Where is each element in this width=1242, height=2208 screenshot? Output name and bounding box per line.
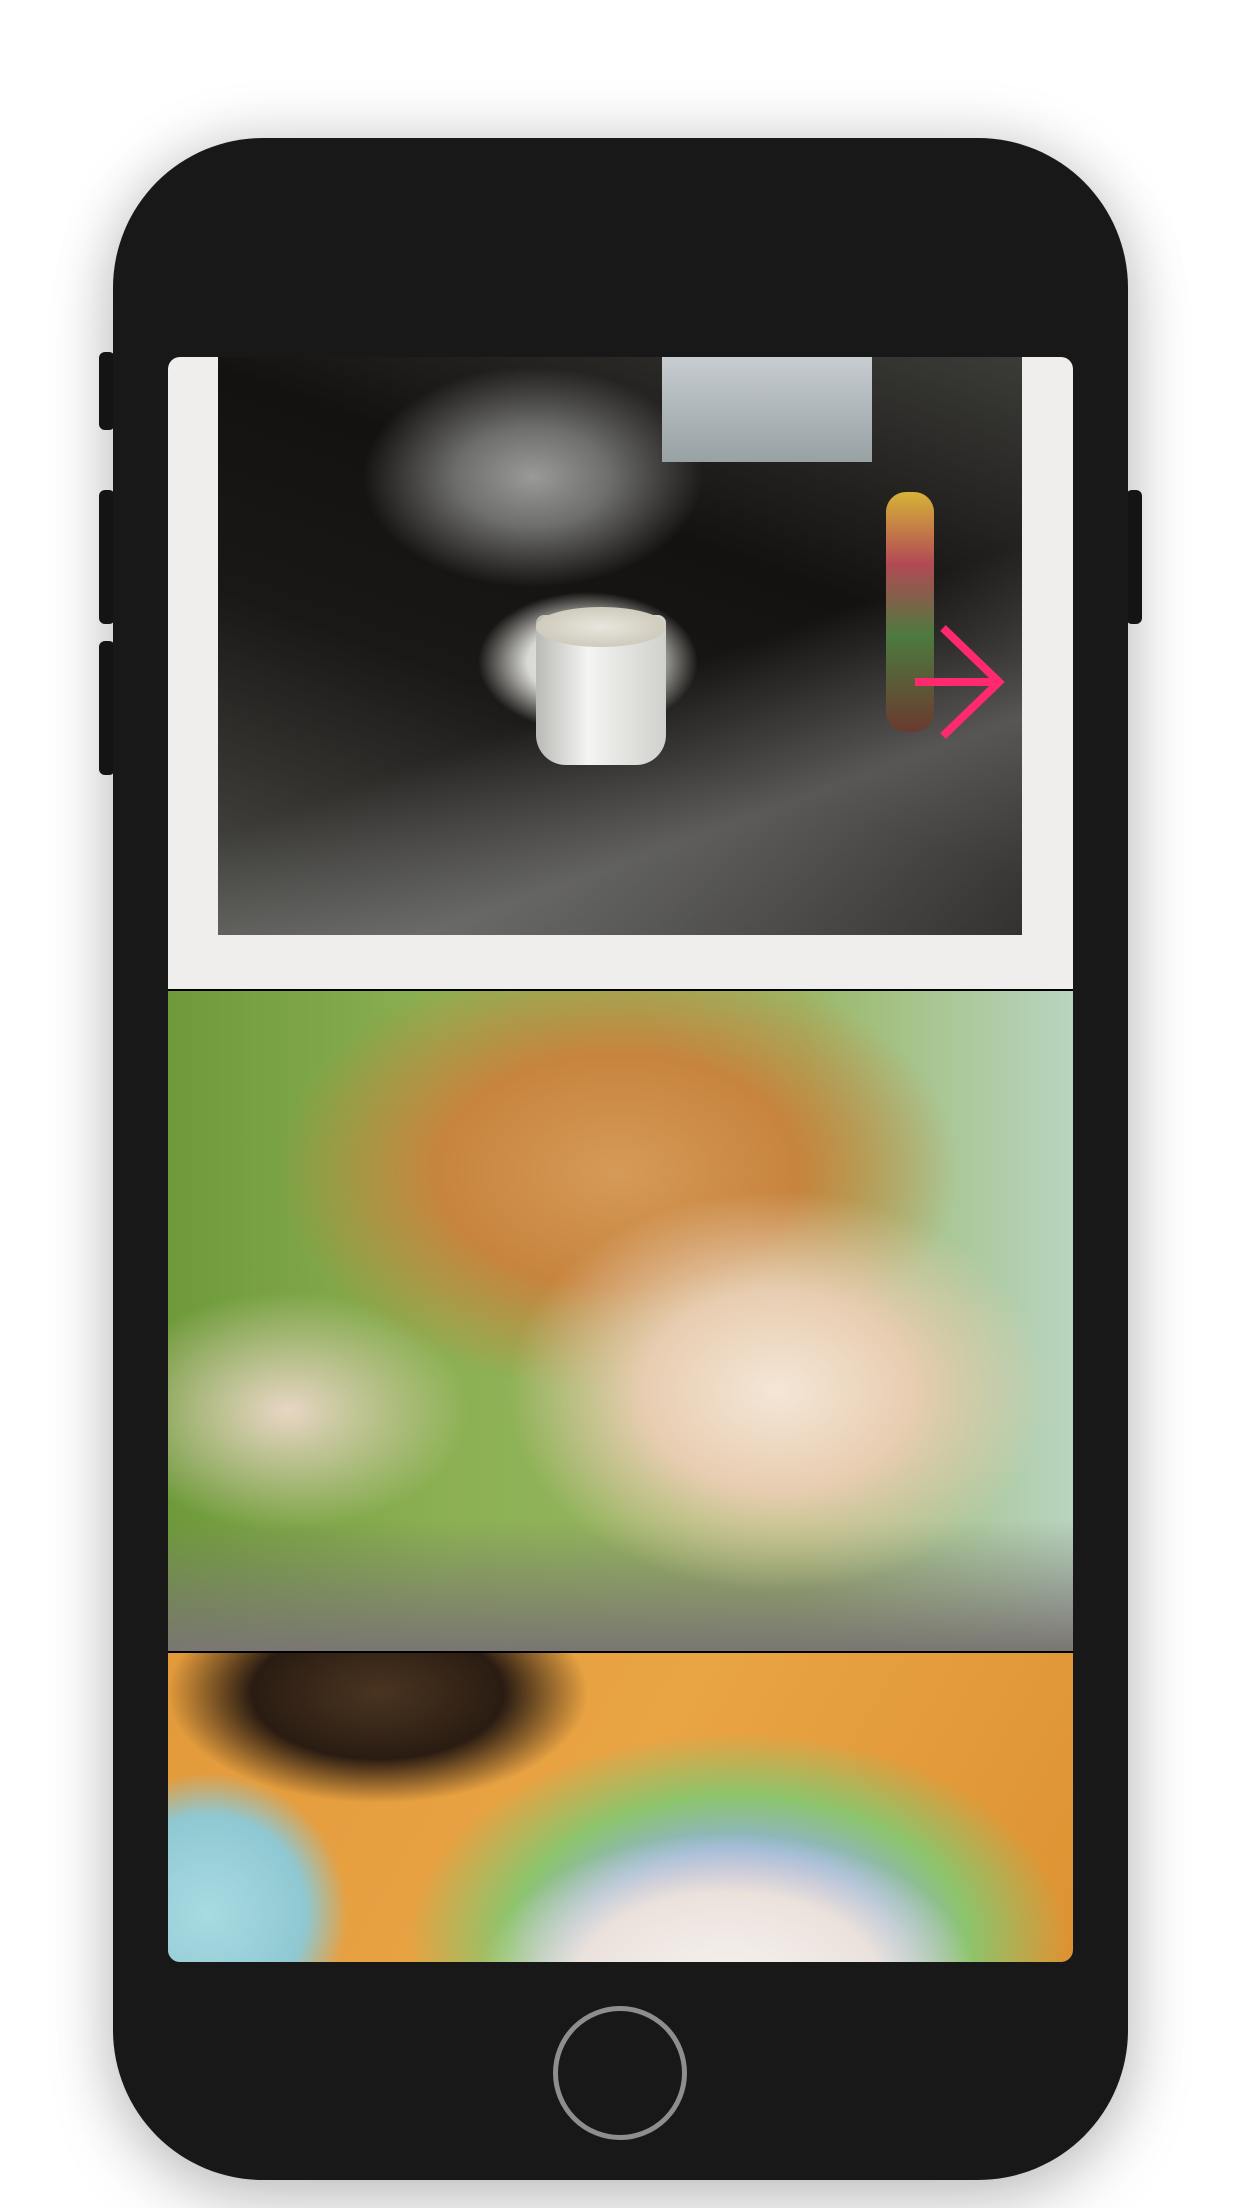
photo-kitten-cushion[interactable] bbox=[168, 1653, 1073, 1962]
mute-switch[interactable] bbox=[99, 352, 115, 430]
home-button[interactable] bbox=[553, 2006, 687, 2140]
cup-rim-detail bbox=[536, 607, 666, 647]
photo-kitten-cup[interactable] bbox=[168, 357, 1073, 989]
screen bbox=[168, 357, 1073, 1962]
volume-down-button[interactable] bbox=[99, 641, 115, 775]
photo-orange-kittens[interactable] bbox=[168, 991, 1073, 1651]
volume-up-button[interactable] bbox=[99, 490, 115, 624]
window-detail bbox=[662, 357, 872, 462]
power-button[interactable] bbox=[1126, 490, 1142, 624]
photo-kitten-cup-image bbox=[218, 357, 1022, 935]
toy-figurine-detail bbox=[886, 492, 934, 732]
chevron-right-arrow-icon[interactable] bbox=[913, 622, 1013, 742]
